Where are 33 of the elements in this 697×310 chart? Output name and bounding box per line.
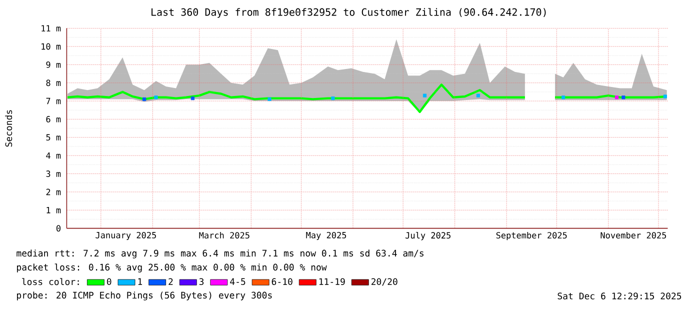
legend-label: 2 (168, 278, 173, 285)
x-tick-label: May 2025 (306, 232, 346, 240)
y-tick-label: 2 m (46, 188, 61, 196)
y-axis-title: Seconds (5, 110, 12, 147)
x-tick-label: November 2025 (600, 232, 666, 239)
text: probe: 20 ICMP Echo Pings (56 Bytes) every 300s (17, 292, 272, 300)
x-tick-label: July 2025 (406, 232, 450, 240)
text: Sat Dec 6 12:29:15 2025 (558, 292, 682, 300)
legend-title: loss color: (22, 278, 79, 286)
y-tick-label: 1 m (46, 207, 61, 214)
y-tick-label: 7 m (46, 98, 61, 104)
text: packet loss: 0.16 % avg 25.00 % max 0.00 % min 0.00 % now (17, 264, 327, 272)
x-tick-label: March 2025 (199, 232, 250, 239)
y-tick-label: 5 m (46, 134, 61, 141)
legend-label: 3 (199, 278, 204, 286)
chart-title: Last 360 Days from 8f19e0f32952 to Customer Zilina (90.64.242.170) (152, 8, 546, 18)
y-tick-label: 4 m (46, 152, 61, 159)
y-tick-label: 8 m (46, 80, 61, 86)
y-tick-label: 11 m (42, 25, 61, 32)
legend-label: 11-19 (319, 278, 345, 286)
y-tick-label: 6 m (46, 116, 61, 122)
legend-label: 6-10 (272, 278, 292, 286)
legend-label: 0 (106, 278, 112, 286)
y-tick-label: 3 m (46, 170, 61, 177)
text: median rtt: 7.2 ms avg 7.9 ms max 6.4 ms min 7.1 ms now 0.1 ms sd 63.4 am/s (16, 250, 424, 258)
x-tick-label: January 2025 (96, 232, 156, 240)
y-tick-label: 9 m (46, 61, 61, 68)
legend-label: 20/20 (372, 278, 398, 286)
legend-label: 1 (138, 278, 142, 285)
legend-label: 4-5 (230, 278, 246, 285)
x-tick-label: September 2025 (496, 232, 567, 240)
y-tick-label: 10 m (42, 43, 61, 50)
y-tick-label: 0 (56, 225, 60, 232)
